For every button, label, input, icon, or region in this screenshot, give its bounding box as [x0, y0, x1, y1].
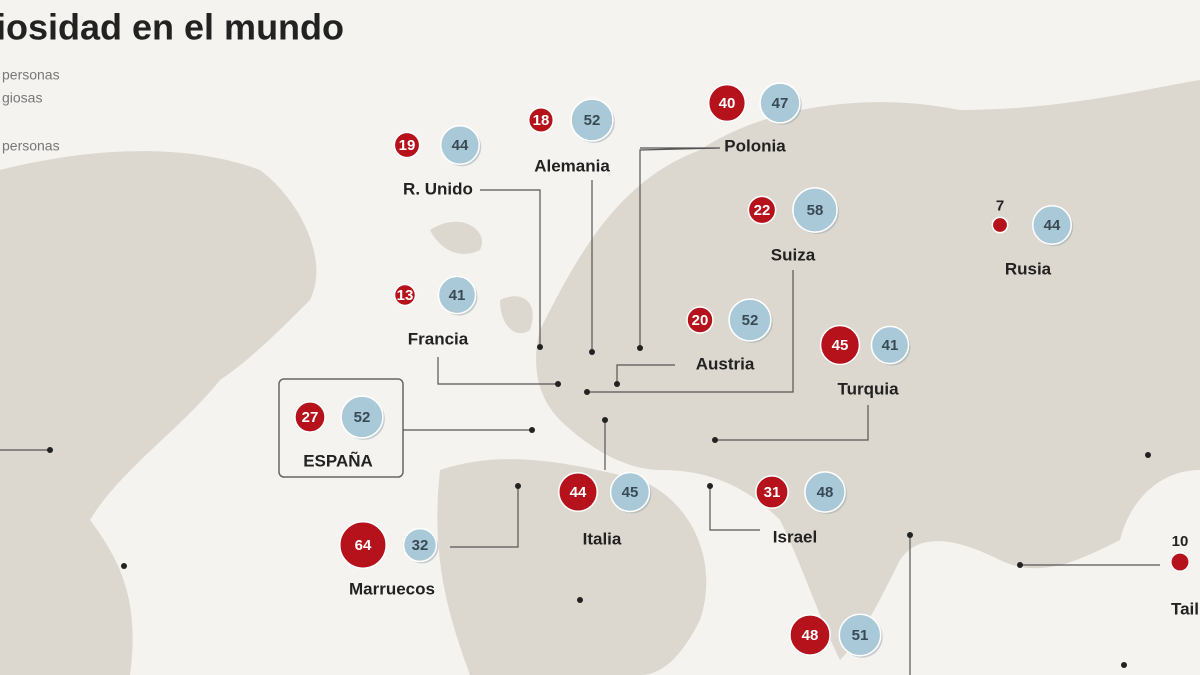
religious-value: 10: [1172, 533, 1189, 550]
title: iosidad en el mundo: [0, 7, 344, 48]
religious-circle: [294, 401, 326, 433]
country-label: Alemania: [534, 156, 610, 175]
atheist-circle: [340, 395, 384, 439]
country-label: Rusia: [1005, 259, 1052, 278]
country-label: Israel: [773, 527, 817, 546]
atheist-circle: [1032, 205, 1072, 245]
religious-circle: [558, 472, 598, 512]
country-label: Tail: [1171, 599, 1199, 618]
religious-circle: [755, 475, 789, 509]
country-label: Turquia: [837, 379, 899, 398]
atheist-value: 32: [412, 537, 429, 554]
religious-value: 40: [719, 95, 736, 112]
atheist-circle: [792, 187, 838, 233]
atheist-circle: [759, 82, 801, 124]
religious-value: 27: [302, 409, 319, 426]
country-label: Austria: [696, 354, 755, 373]
religious-value: 48: [802, 627, 819, 644]
religious-value: 13: [397, 287, 414, 304]
religious-circle: [819, 324, 861, 366]
highlight-box: [278, 378, 404, 478]
religious-circle: [789, 614, 831, 656]
atheist-circle: [728, 298, 772, 342]
atheist-value: 52: [742, 312, 759, 329]
legend-text: personas: [2, 67, 60, 83]
atheist-value: 48: [817, 484, 834, 501]
atheist-value: 41: [882, 337, 899, 354]
religious-circle: [527, 106, 555, 134]
atheist-value: 52: [354, 409, 371, 426]
religious-circle: [747, 195, 777, 225]
religious-value: 64: [355, 537, 372, 554]
religious-value: 19: [399, 137, 416, 154]
religious-value: 22: [754, 202, 771, 219]
religious-circle: [707, 83, 747, 123]
atheist-circle: [870, 325, 910, 365]
atheist-value: 41: [449, 287, 466, 304]
religious-value: 31: [764, 484, 781, 501]
religious-circle: [393, 283, 417, 307]
atheist-circle: [838, 613, 882, 657]
country-label: Suiza: [771, 245, 816, 264]
leader-lines: [0, 147, 1160, 675]
legend-text: personas: [2, 138, 60, 154]
atheist-value: 47: [772, 95, 789, 112]
religious-circle: [339, 521, 387, 569]
legend-text: giosas: [2, 90, 42, 106]
atheist-circle: [804, 471, 846, 513]
atheist-circle: [440, 125, 480, 165]
atheist-value: 58: [807, 202, 824, 219]
atheist-circle: [570, 98, 614, 142]
location-dots: [47, 344, 1151, 668]
country-label: Italia: [583, 529, 622, 548]
country-label: Polonia: [724, 136, 786, 155]
atheist-value: 44: [452, 137, 469, 154]
atheist-circle: [609, 471, 651, 513]
religious-value: 44: [570, 484, 587, 501]
religious-value: 18: [533, 112, 550, 129]
religious-circle: [991, 216, 1009, 234]
country-label: Marruecos: [349, 579, 435, 598]
atheist-value: 52: [584, 112, 601, 129]
religious-value: 7: [996, 197, 1004, 214]
country-label: ESPAÑA: [303, 450, 373, 470]
religious-circle: [686, 306, 714, 334]
atheist-circle: [402, 527, 438, 563]
atheist-value: 44: [1044, 217, 1061, 234]
country-label: Francia: [408, 329, 469, 348]
religious-value: 20: [692, 312, 709, 329]
atheist-value: 51: [852, 627, 869, 644]
religious-circle: [393, 131, 421, 159]
country-label: R. Unido: [403, 179, 473, 198]
atheist-value: 45: [622, 484, 639, 501]
religious-value: 45: [832, 337, 849, 354]
religious-circle: [1170, 552, 1190, 572]
atheist-circle: [437, 275, 477, 315]
